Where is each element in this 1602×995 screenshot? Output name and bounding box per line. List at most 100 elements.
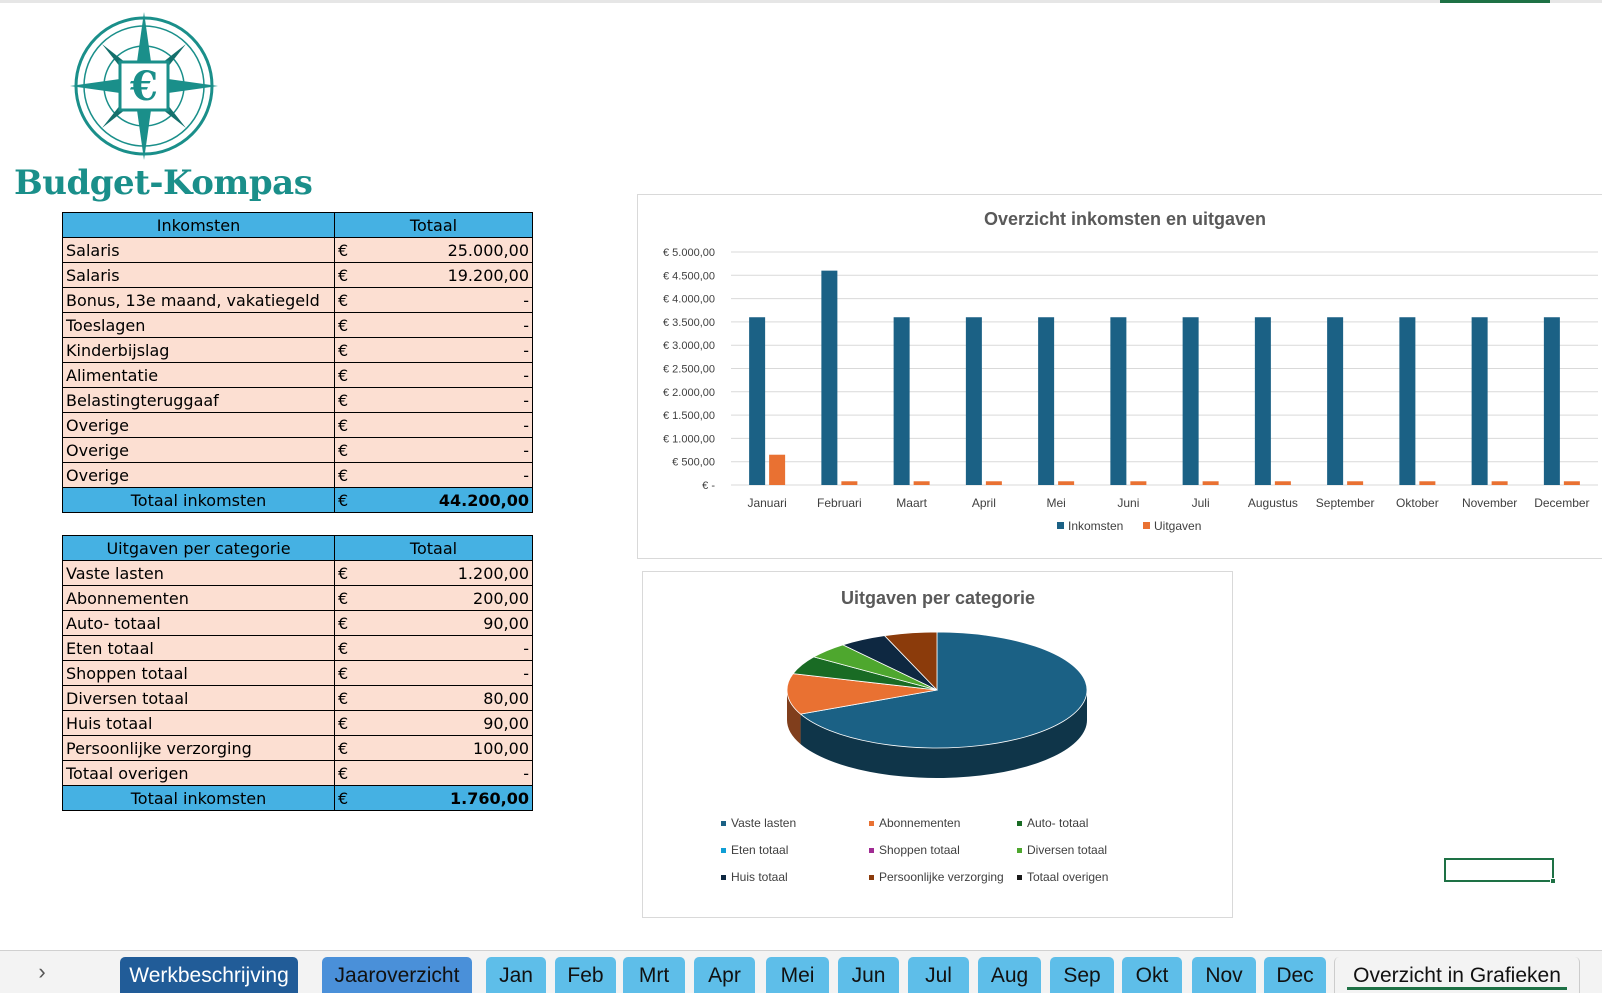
chevron-right-icon[interactable]: › xyxy=(38,959,46,984)
bar-uitgaven[interactable] xyxy=(1419,481,1436,485)
sheet-tab[interactable]: Aug xyxy=(978,957,1041,993)
income-label-cell[interactable]: Salaris xyxy=(62,237,335,263)
sheet-tab[interactable]: Feb xyxy=(555,957,616,993)
expense-label-cell[interactable]: Vaste lasten xyxy=(62,560,335,586)
expense-label-cell[interactable]: Huis totaal xyxy=(62,710,335,736)
bar-chart[interactable]: Overzicht inkomsten en uitgaven € - € 500,… xyxy=(637,194,1602,559)
income-amount-cell[interactable]: € - xyxy=(334,462,533,488)
expense-row: Persoonlijke verzorging €100,00 xyxy=(62,735,533,761)
sheet-tab[interactable]: Nov xyxy=(1192,957,1256,993)
income-label-cell[interactable]: Bonus, 13e maand, vakatiegeld xyxy=(62,287,335,313)
sheet-tab[interactable]: Jul xyxy=(908,957,969,993)
income-label-cell[interactable]: Kinderbijslag xyxy=(62,337,335,363)
amount-value: - xyxy=(523,415,529,435)
income-row: Toeslagen € - xyxy=(62,312,533,338)
expense-total-label[interactable]: Totaal inkomsten xyxy=(62,785,335,811)
amount-value: 100,00 xyxy=(473,738,529,758)
income-label-cell[interactable]: Toeslagen xyxy=(62,312,335,338)
bar-inkomsten[interactable] xyxy=(1399,317,1416,485)
pie-slice[interactable] xyxy=(786,673,938,715)
income-amount-cell[interactable]: € - xyxy=(334,312,533,338)
income-amount-cell[interactable]: € - xyxy=(334,412,533,438)
sheet-tab[interactable]: Apr xyxy=(694,957,755,993)
income-label-cell[interactable]: Overige xyxy=(62,462,335,488)
bar-inkomsten[interactable] xyxy=(1110,317,1127,485)
income-amount-cell[interactable]: € - xyxy=(334,287,533,313)
bar-uitgaven[interactable] xyxy=(1347,481,1364,485)
income-label-cell[interactable]: Belastingteruggaaf xyxy=(62,387,335,413)
income-label-cell[interactable]: Salaris xyxy=(62,262,335,288)
income-header-label[interactable]: Inkomsten xyxy=(62,212,335,238)
bar-inkomsten[interactable] xyxy=(1327,317,1344,485)
expense-amount-cell[interactable]: € - xyxy=(334,660,533,686)
expense-total-amount-cell[interactable]: €1.760,00 xyxy=(334,785,533,811)
bar-inkomsten[interactable] xyxy=(1254,317,1271,485)
bar-inkomsten[interactable] xyxy=(1038,317,1055,485)
sheet-tab[interactable]: Overzicht in Grafieken xyxy=(1334,957,1580,993)
bar-inkomsten[interactable] xyxy=(1471,317,1488,485)
income-amount-cell[interactable]: € - xyxy=(334,337,533,363)
income-label-cell[interactable]: Overige xyxy=(62,412,335,438)
expense-amount-cell[interactable]: €90,00 xyxy=(334,610,533,636)
sheet-tab[interactable]: Jun xyxy=(838,957,899,993)
bar-uitgaven[interactable] xyxy=(1202,481,1219,485)
bar-uitgaven[interactable] xyxy=(841,481,858,485)
income-amount-cell[interactable]: €19.200,00 xyxy=(334,262,533,288)
bar-uitgaven[interactable] xyxy=(1563,481,1580,485)
sheet-tab[interactable]: Okt xyxy=(1122,957,1182,993)
income-header-total[interactable]: Totaal xyxy=(334,212,533,238)
spreadsheet-grid[interactable]: € Budget-Kompas Inkomsten Totaal Salaris… xyxy=(0,0,1602,950)
fill-handle[interactable] xyxy=(1550,878,1556,884)
bar-uitgaven[interactable] xyxy=(1274,481,1291,485)
sheet-tab[interactable]: Sep xyxy=(1050,957,1114,993)
expense-label-cell[interactable]: Shoppen totaal xyxy=(62,660,335,686)
bar-inkomsten[interactable] xyxy=(1543,317,1560,485)
bar-inkomsten[interactable] xyxy=(749,317,766,485)
expense-amount-cell[interactable]: €1.200,00 xyxy=(334,560,533,586)
expense-amount-cell[interactable]: €90,00 xyxy=(334,710,533,736)
pie-slice[interactable] xyxy=(799,631,1088,749)
pie-chart-canvas: Uitgaven per categorie Vaste lasten Abonne… xyxy=(721,588,1108,884)
expense-label-cell[interactable]: Totaal overigen xyxy=(62,760,335,786)
pie-slice[interactable] xyxy=(883,631,938,691)
sheet-tab[interactable]: Dec xyxy=(1264,957,1326,993)
bar-inkomsten[interactable] xyxy=(965,317,982,485)
income-amount-cell[interactable]: € - xyxy=(334,362,533,388)
expense-header-total[interactable]: Totaal xyxy=(334,535,533,561)
expense-label-cell[interactable]: Abonnementen xyxy=(62,585,335,611)
income-label-cell[interactable]: Alimentatie xyxy=(62,362,335,388)
sheet-tab[interactable]: Mei xyxy=(766,957,829,993)
income-total-label[interactable]: Totaal inkomsten xyxy=(62,487,335,513)
expense-amount-cell[interactable]: € - xyxy=(334,760,533,786)
expense-amount-cell[interactable]: €200,00 xyxy=(334,585,533,611)
expense-header-label[interactable]: Uitgaven per categorie xyxy=(62,535,335,561)
income-label-cell[interactable]: Overige xyxy=(62,437,335,463)
euro-sign: € xyxy=(338,663,349,683)
sheet-tab[interactable]: Jaaroverzicht xyxy=(322,957,472,993)
income-amount-cell[interactable]: € - xyxy=(334,387,533,413)
expense-label-cell[interactable]: Auto- totaal xyxy=(62,610,335,636)
bar-uitgaven[interactable] xyxy=(985,481,1002,485)
sheet-tab[interactable]: Werkbeschrijving xyxy=(120,957,298,993)
bar-uitgaven[interactable] xyxy=(1491,481,1508,485)
bar-uitgaven[interactable] xyxy=(769,454,786,485)
bar-inkomsten[interactable] xyxy=(1182,317,1199,485)
pie-chart[interactable]: Uitgaven per categorie Vaste lasten Abonne… xyxy=(642,571,1233,918)
sheet-tab[interactable]: Mrt xyxy=(623,957,685,993)
sheet-tab[interactable]: Jan xyxy=(486,957,546,993)
expense-amount-cell[interactable]: €80,00 xyxy=(334,685,533,711)
expense-label-cell[interactable]: Diversen totaal xyxy=(62,685,335,711)
bar-uitgaven[interactable] xyxy=(1130,481,1147,485)
bar-uitgaven[interactable] xyxy=(913,481,930,485)
bar-uitgaven[interactable] xyxy=(1058,481,1075,485)
expense-label-cell[interactable]: Eten totaal xyxy=(62,635,335,661)
bar-inkomsten[interactable] xyxy=(893,317,910,485)
expense-label-cell[interactable]: Persoonlijke verzorging xyxy=(62,735,335,761)
income-total-amount-cell[interactable]: €44.200,00 xyxy=(334,487,533,513)
income-amount-cell[interactable]: € - xyxy=(334,437,533,463)
expense-amount-cell[interactable]: € - xyxy=(334,635,533,661)
selected-cell[interactable] xyxy=(1444,858,1556,884)
expense-amount-cell[interactable]: €100,00 xyxy=(334,735,533,761)
bar-inkomsten[interactable] xyxy=(821,270,838,485)
income-amount-cell[interactable]: €25.000,00 xyxy=(334,237,533,263)
